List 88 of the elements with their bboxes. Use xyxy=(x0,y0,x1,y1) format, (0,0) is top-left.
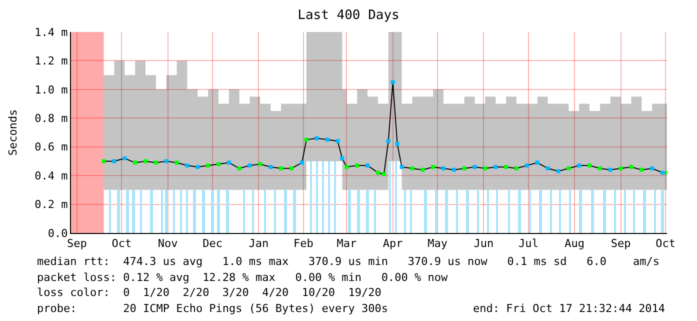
y-tick-label: 1.4 m xyxy=(34,26,68,39)
point xyxy=(154,160,158,165)
point xyxy=(325,138,330,142)
point xyxy=(237,166,242,170)
point xyxy=(472,164,477,169)
point xyxy=(300,160,304,165)
point xyxy=(535,160,540,165)
point xyxy=(216,162,221,166)
point xyxy=(608,168,612,172)
point xyxy=(400,164,404,169)
x-tick-label: Dec xyxy=(202,237,222,250)
x-tick-label: Jan xyxy=(248,237,269,250)
point xyxy=(524,164,529,168)
point xyxy=(442,166,446,170)
point xyxy=(395,142,400,146)
point xyxy=(133,160,138,165)
point xyxy=(483,166,488,170)
point xyxy=(640,168,644,172)
x-tick-label: Oct xyxy=(656,237,676,250)
point xyxy=(660,170,665,175)
point xyxy=(174,160,179,165)
point xyxy=(206,164,210,168)
y-tick-label: 0.4 m xyxy=(34,169,68,182)
point xyxy=(566,166,571,170)
point xyxy=(112,159,116,164)
point xyxy=(618,166,623,170)
point xyxy=(386,139,390,144)
point xyxy=(304,138,308,142)
point xyxy=(226,160,231,165)
point xyxy=(355,164,360,168)
x-tick-label: Feb xyxy=(294,237,314,250)
y-tick-label: 1.2 m xyxy=(34,54,68,68)
x-tick-label: Jul xyxy=(518,237,538,250)
point xyxy=(122,156,127,160)
x-tick-label: Sep xyxy=(610,237,631,250)
point xyxy=(390,80,395,84)
x-tick-label: Mar xyxy=(336,237,357,250)
point xyxy=(556,169,560,174)
point xyxy=(546,166,550,170)
x-tick-label: Jun xyxy=(474,237,494,250)
x-tick-label: Nov xyxy=(158,237,178,250)
point xyxy=(102,159,106,164)
point xyxy=(314,136,319,140)
point xyxy=(279,166,284,170)
y-tick-label: 0.0 xyxy=(48,226,68,240)
point xyxy=(420,168,425,172)
point xyxy=(504,164,508,169)
point xyxy=(376,170,380,175)
point xyxy=(164,159,168,164)
point xyxy=(185,164,190,168)
text: loss color: 0 1/20 2/20 3/20 4/20 10/20 19/20 xyxy=(37,286,382,299)
point xyxy=(629,164,634,169)
point xyxy=(650,166,654,170)
x-tick-label: Sep xyxy=(67,237,87,250)
point xyxy=(514,166,519,170)
point xyxy=(144,159,148,164)
point xyxy=(366,164,370,168)
text: probe: 20 ICMP Echo Pings (56 Bytes) every 300s xyxy=(37,302,388,315)
point xyxy=(452,168,456,172)
point xyxy=(258,162,262,166)
point xyxy=(577,164,582,168)
point xyxy=(336,139,340,144)
point xyxy=(340,156,344,160)
point xyxy=(196,164,200,169)
x-tick-label: Oct xyxy=(112,237,132,250)
y-axis-title: Seconds xyxy=(6,109,20,156)
x-tick-label: May xyxy=(428,237,448,250)
point xyxy=(598,166,602,170)
point xyxy=(344,164,349,169)
point xyxy=(588,164,592,168)
x-tick-label: Apr xyxy=(382,237,404,250)
point xyxy=(382,172,386,176)
point xyxy=(410,166,414,170)
point xyxy=(290,166,294,170)
text: packet loss: 0.12 % avg 12.28 % max 0.00 % min 0.00 % now xyxy=(37,271,448,284)
chart-title: Last 400 Days xyxy=(298,8,400,23)
point xyxy=(248,164,252,168)
y-tick-label: 0.6 m xyxy=(34,140,68,154)
point xyxy=(462,166,466,170)
y-tick-label: 0.2 m xyxy=(34,198,68,212)
point xyxy=(268,164,273,169)
point xyxy=(431,164,436,169)
text: median rtt: 474.3 us avg 1.0 ms max 370.9 us min 370.9 us now 0.1 ms sd 6.0 am/s xyxy=(37,255,660,268)
text: end: Fri Oct 17 21:32:44 2014 xyxy=(473,302,666,315)
y-tick-label: 1.0 m xyxy=(34,83,68,96)
point xyxy=(494,164,498,169)
x-tick-label: Aug xyxy=(564,237,585,250)
y-tick-label: 0.8 m xyxy=(34,112,68,125)
